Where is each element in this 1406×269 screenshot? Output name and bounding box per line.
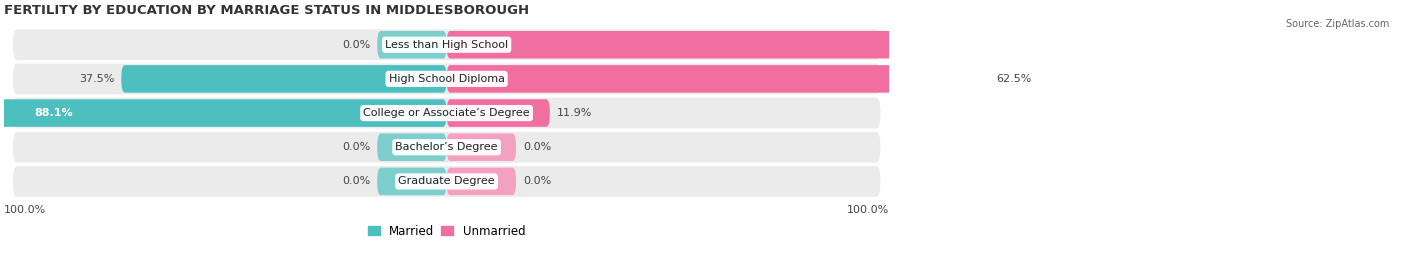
Text: 37.5%: 37.5% <box>79 74 114 84</box>
Text: Source: ZipAtlas.com: Source: ZipAtlas.com <box>1285 19 1389 29</box>
FancyBboxPatch shape <box>13 29 880 60</box>
Text: High School Diploma: High School Diploma <box>388 74 505 84</box>
Text: 100.0%: 100.0% <box>846 205 889 215</box>
Text: 0.0%: 0.0% <box>342 142 370 152</box>
Text: Bachelor’s Degree: Bachelor’s Degree <box>395 142 498 152</box>
FancyBboxPatch shape <box>447 133 516 161</box>
Text: College or Associate’s Degree: College or Associate’s Degree <box>363 108 530 118</box>
Text: 100.0%: 100.0% <box>1260 40 1306 50</box>
Text: 0.0%: 0.0% <box>523 176 551 186</box>
Text: 11.9%: 11.9% <box>557 108 592 118</box>
Text: 62.5%: 62.5% <box>995 74 1031 84</box>
FancyBboxPatch shape <box>447 31 1315 58</box>
Legend: Married, Unmarried: Married, Unmarried <box>368 225 526 238</box>
FancyBboxPatch shape <box>447 168 516 195</box>
FancyBboxPatch shape <box>13 98 880 128</box>
Text: 0.0%: 0.0% <box>342 176 370 186</box>
Text: 88.1%: 88.1% <box>35 108 73 118</box>
Text: 0.0%: 0.0% <box>342 40 370 50</box>
FancyBboxPatch shape <box>0 99 447 127</box>
FancyBboxPatch shape <box>377 133 447 161</box>
FancyBboxPatch shape <box>377 168 447 195</box>
Text: 0.0%: 0.0% <box>523 142 551 152</box>
Text: Graduate Degree: Graduate Degree <box>398 176 495 186</box>
FancyBboxPatch shape <box>447 99 550 127</box>
Text: FERTILITY BY EDUCATION BY MARRIAGE STATUS IN MIDDLESBOROUGH: FERTILITY BY EDUCATION BY MARRIAGE STATU… <box>4 4 529 17</box>
FancyBboxPatch shape <box>13 166 880 197</box>
FancyBboxPatch shape <box>447 65 988 93</box>
FancyBboxPatch shape <box>13 63 880 94</box>
FancyBboxPatch shape <box>13 132 880 163</box>
Text: 100.0%: 100.0% <box>4 205 46 215</box>
FancyBboxPatch shape <box>121 65 447 93</box>
FancyBboxPatch shape <box>377 31 447 58</box>
Text: Less than High School: Less than High School <box>385 40 508 50</box>
